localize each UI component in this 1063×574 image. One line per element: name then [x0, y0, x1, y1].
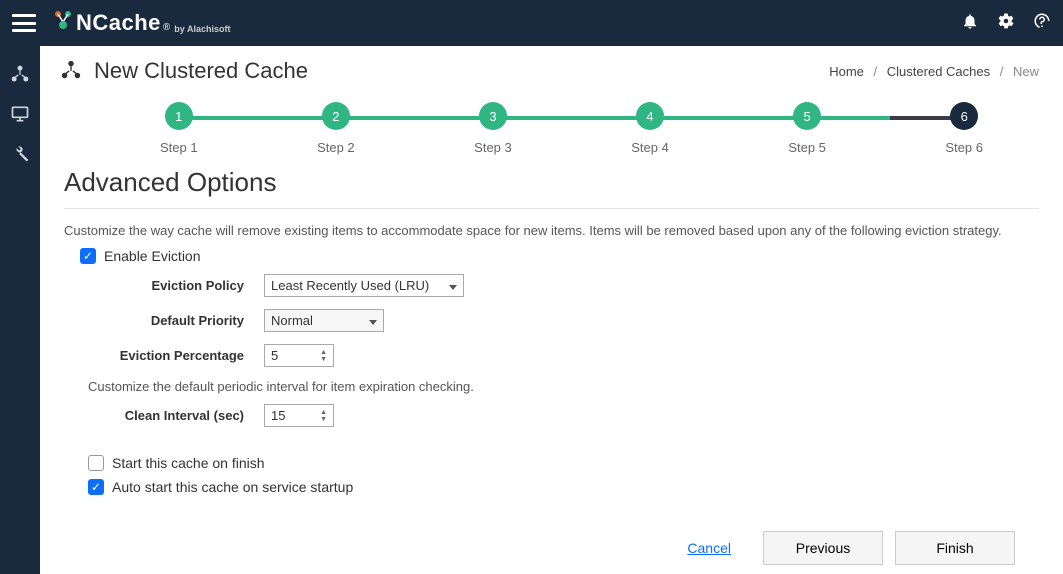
- breadcrumb-current: New: [1013, 64, 1039, 79]
- step-label: Step 6: [945, 140, 983, 155]
- step-number: 1: [165, 102, 193, 130]
- step-number: 4: [636, 102, 664, 130]
- step-label: Step 2: [317, 140, 355, 155]
- eviction-percentage-input[interactable]: 5 ▲▼: [264, 344, 334, 367]
- spinner-arrows-icon[interactable]: ▲▼: [320, 409, 327, 423]
- wizard-stepper: 1 Step 1 2 Step 2 3 Step 3 4 Step 4 5 St…: [40, 94, 1063, 155]
- enable-eviction-row[interactable]: ✓ Enable Eviction: [80, 248, 1039, 264]
- step-label: Step 3: [474, 140, 512, 155]
- select-value: Normal: [271, 313, 313, 328]
- checkbox-icon[interactable]: ✓: [88, 479, 104, 495]
- start-on-finish-label: Start this cache on finish: [112, 455, 265, 471]
- step-6[interactable]: 6 Step 6: [945, 102, 983, 155]
- step-number: 6: [950, 102, 978, 130]
- clean-interval-label: Clean Interval (sec): [104, 408, 264, 423]
- default-priority-label: Default Priority: [104, 313, 264, 328]
- top-bar: NCache ® by Alachisoft: [0, 0, 1063, 46]
- brand-name: NCache: [76, 10, 161, 36]
- auto-start-row[interactable]: ✓ Auto start this cache on service start…: [88, 479, 1039, 495]
- cancel-link[interactable]: Cancel: [687, 540, 731, 556]
- clean-interval-description: Customize the default periodic interval …: [88, 379, 1039, 394]
- spinner-arrows-icon[interactable]: ▲▼: [320, 349, 327, 363]
- enable-eviction-label: Enable Eviction: [104, 248, 201, 264]
- menu-toggle-icon[interactable]: [12, 14, 36, 32]
- main-content: New Clustered Cache Home / Clustered Cac…: [40, 46, 1063, 574]
- checkbox-icon[interactable]: ✓: [80, 248, 96, 264]
- brand-logo[interactable]: NCache ® by Alachisoft: [54, 10, 230, 36]
- logo-icon: [54, 10, 72, 30]
- notifications-icon[interactable]: [961, 12, 979, 35]
- step-label: Step 4: [631, 140, 669, 155]
- settings-icon[interactable]: [997, 12, 1015, 35]
- step-number: 5: [793, 102, 821, 130]
- input-value: 5: [271, 348, 278, 363]
- input-value: 15: [271, 408, 285, 423]
- finish-button[interactable]: Finish: [895, 531, 1015, 565]
- section-title: Advanced Options: [64, 167, 1039, 198]
- select-value: Least Recently Used (LRU): [271, 278, 429, 293]
- breadcrumb: Home / Clustered Caches / New: [829, 64, 1039, 79]
- sidebar-item-cluster[interactable]: [0, 54, 40, 94]
- step-label: Step 1: [160, 140, 198, 155]
- auto-start-label: Auto start this cache on service startup: [112, 479, 353, 495]
- sidebar-item-tools[interactable]: [0, 134, 40, 174]
- step-5[interactable]: 5 Step 5: [788, 102, 826, 155]
- breadcrumb-clustered[interactable]: Clustered Caches: [887, 64, 990, 79]
- brand-byline: by Alachisoft: [174, 24, 230, 34]
- breadcrumb-home[interactable]: Home: [829, 64, 864, 79]
- eviction-policy-select[interactable]: Least Recently Used (LRU): [264, 274, 464, 297]
- step-number: 2: [322, 102, 350, 130]
- default-priority-select[interactable]: Normal: [264, 309, 384, 332]
- sidebar-item-monitor[interactable]: [0, 94, 40, 134]
- step-4[interactable]: 4 Step 4: [631, 102, 669, 155]
- chevron-down-icon: [443, 278, 457, 293]
- cluster-icon: [60, 59, 82, 84]
- eviction-percentage-label: Eviction Percentage: [104, 348, 264, 363]
- start-on-finish-row[interactable]: Start this cache on finish: [88, 455, 1039, 471]
- wizard-footer: Cancel Previous Finish: [64, 503, 1039, 565]
- step-2[interactable]: 2 Step 2: [317, 102, 355, 155]
- step-label: Step 5: [788, 140, 826, 155]
- eviction-description: Customize the way cache will remove exis…: [64, 223, 1039, 238]
- chevron-down-icon: [363, 313, 377, 328]
- step-3[interactable]: 3 Step 3: [474, 102, 512, 155]
- sidebar: [0, 46, 40, 574]
- checkbox-icon[interactable]: [88, 455, 104, 471]
- help-icon[interactable]: [1033, 12, 1051, 35]
- step-number: 3: [479, 102, 507, 130]
- brand-reg: ®: [163, 22, 170, 33]
- page-title: New Clustered Cache: [94, 58, 308, 84]
- clean-interval-input[interactable]: 15 ▲▼: [264, 404, 334, 427]
- page-header: New Clustered Cache Home / Clustered Cac…: [40, 46, 1063, 94]
- step-1[interactable]: 1 Step 1: [160, 102, 198, 155]
- previous-button[interactable]: Previous: [763, 531, 883, 565]
- eviction-policy-label: Eviction Policy: [104, 278, 264, 293]
